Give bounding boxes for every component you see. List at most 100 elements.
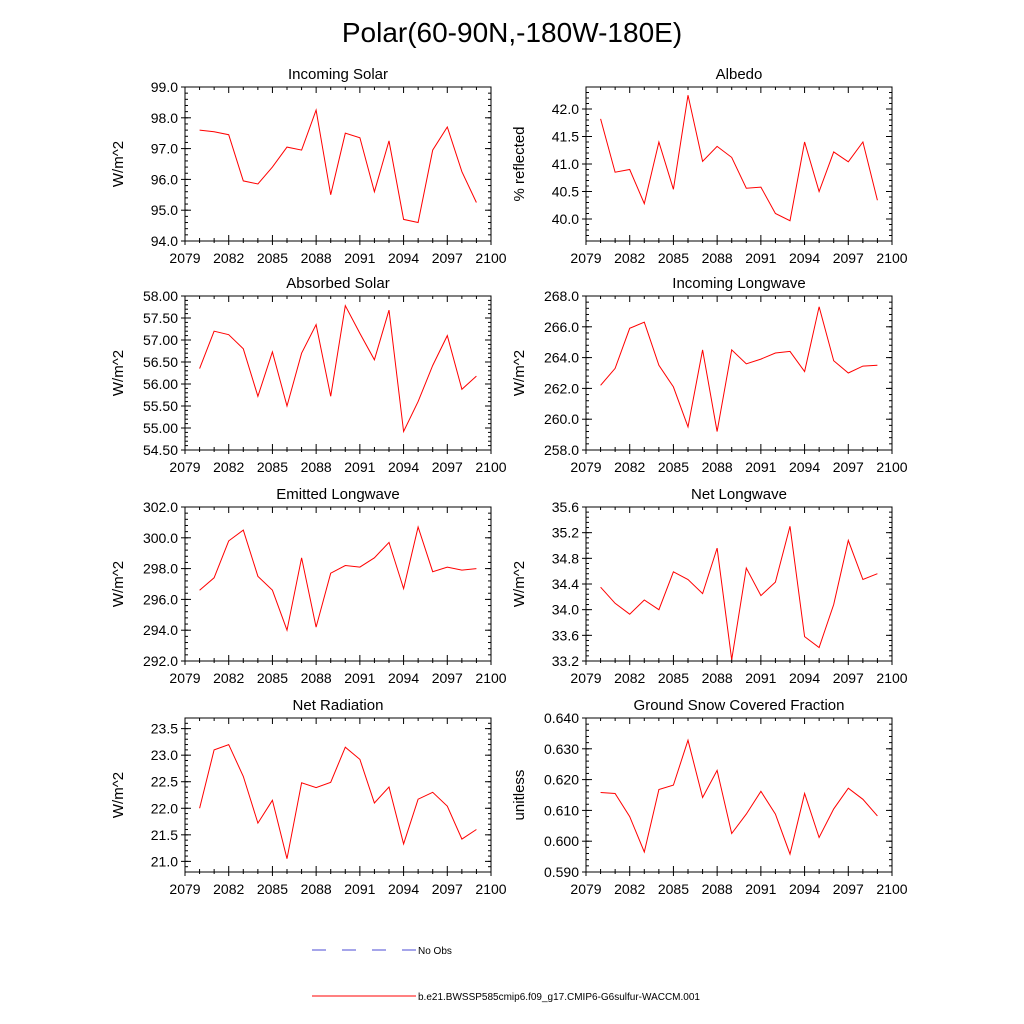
x-tick-label: 2082: [614, 881, 645, 897]
y-tick-label: 21.0: [151, 853, 178, 869]
y-tick-label: 264.0: [544, 350, 579, 366]
series-line: [600, 95, 878, 222]
series-line: [199, 743, 477, 859]
panel-title: Incoming Longwave: [672, 275, 805, 292]
y-tick-label: 41.5: [552, 129, 579, 145]
panel-title: Net Longwave: [691, 486, 787, 503]
y-tick-label: 97.0: [151, 141, 178, 157]
y-tick-label: 33.6: [552, 627, 579, 643]
plot-frame: [585, 717, 893, 873]
x-tick-label: 2088: [301, 881, 332, 897]
panel-title: Absorbed Solar: [286, 275, 389, 292]
y-tick-label: 33.2: [552, 653, 579, 669]
x-tick-label: 2082: [213, 459, 244, 475]
y-axis-label: unitless: [511, 770, 528, 821]
y-tick-label: 40.5: [552, 184, 579, 200]
series-line: [199, 525, 477, 633]
y-tick-label: 260.0: [544, 411, 579, 427]
y-tick-label: 22.5: [151, 774, 178, 790]
x-tick-label: 2088: [702, 250, 733, 266]
y-tick-label: 34.0: [552, 602, 579, 618]
y-tick-label: 0.630: [544, 741, 579, 757]
x-tick-label: 2088: [702, 459, 733, 475]
plot-frame: [585, 506, 893, 662]
y-tick-label: 57.50: [143, 310, 178, 326]
panel-title: Ground Snow Covered Fraction: [634, 697, 845, 714]
x-tick-label: 2085: [257, 670, 288, 686]
x-tick-label: 2088: [301, 670, 332, 686]
x-tick-label: 2082: [213, 250, 244, 266]
y-tick-label: 56.00: [143, 376, 178, 392]
x-tick-label: 2094: [789, 670, 820, 686]
x-tick-label: 2100: [475, 881, 506, 897]
y-tick-label: 57.00: [143, 332, 178, 348]
x-tick-label: 2094: [789, 881, 820, 897]
page-title: Polar(60-90N,-180W-180E): [342, 17, 682, 48]
x-tick-label: 2100: [876, 670, 907, 686]
plot-frame: [585, 295, 893, 451]
x-tick-label: 2085: [658, 670, 689, 686]
x-tick-label: 2079: [169, 459, 200, 475]
panel-incoming-solar: Incoming Solar 2079 2082 2085 2088 2091 2094 20…: [110, 66, 507, 266]
panel-title: Incoming Solar: [288, 66, 388, 83]
y-axis-label: W/m^2: [511, 350, 528, 396]
x-tick-label: 2079: [570, 250, 601, 266]
y-tick-label: 23.0: [151, 747, 178, 763]
x-tick-label: 2091: [344, 459, 375, 475]
y-tick-label: 266.0: [544, 319, 579, 335]
x-tick-label: 2100: [876, 459, 907, 475]
y-tick-label: 21.5: [151, 827, 178, 843]
x-tick-label: 2085: [658, 250, 689, 266]
legend-label: No Obs: [418, 946, 452, 957]
y-tick-label: 0.640: [544, 710, 579, 726]
x-tick-label: 2100: [876, 881, 907, 897]
y-tick-label: 0.610: [544, 802, 579, 818]
x-tick-label: 2097: [833, 881, 864, 897]
y-tick-label: 262.0: [544, 380, 579, 396]
y-axis-label: W/m^2: [110, 772, 127, 818]
y-tick-label: 34.4: [552, 576, 579, 592]
legend-entry: b.e21.BWSSP585cmip6.f09_g17.CMIP6-G6sulf…: [312, 992, 700, 1003]
y-tick-label: 300.0: [143, 530, 178, 546]
x-tick-label: 2091: [745, 881, 776, 897]
x-tick-label: 2085: [658, 459, 689, 475]
x-tick-label: 2085: [658, 881, 689, 897]
x-tick-label: 2097: [432, 881, 463, 897]
series-line: [199, 108, 477, 224]
legend-entry: No Obs: [312, 946, 452, 957]
y-tick-label: 95.0: [151, 202, 178, 218]
y-tick-label: 294.0: [143, 622, 178, 638]
y-tick-label: 258.0: [544, 442, 579, 458]
y-axis-label: W/m^2: [511, 561, 528, 607]
x-tick-label: 2082: [614, 250, 645, 266]
x-tick-label: 2097: [833, 459, 864, 475]
y-tick-label: 99.0: [151, 79, 178, 95]
legend-label: b.e21.BWSSP585cmip6.f09_g17.CMIP6-G6sulf…: [418, 992, 700, 1003]
series-line: [199, 304, 477, 434]
y-tick-label: 296.0: [143, 591, 178, 607]
x-tick-label: 2091: [745, 250, 776, 266]
panel-incoming-longwave: Incoming Longwave 2079 2082 2085 2088 2091 209…: [511, 275, 908, 475]
x-tick-label: 2097: [432, 459, 463, 475]
x-tick-label: 2097: [432, 670, 463, 686]
x-tick-label: 2082: [213, 881, 244, 897]
plot-frame: [184, 295, 492, 451]
y-axis-label: W/m^2: [110, 141, 127, 187]
x-tick-label: 2085: [257, 881, 288, 897]
x-tick-label: 2094: [388, 881, 419, 897]
y-tick-label: 94.0: [151, 233, 178, 249]
panels: Incoming Solar 2079 2082 2085 2088 2091 2094 20…: [110, 66, 908, 897]
legend: No Obs b.e21.BWSSP585cmip6.f09_g17.CMIP6-…: [312, 946, 700, 1003]
y-tick-label: 41.0: [552, 156, 579, 172]
y-tick-label: 55.50: [143, 398, 178, 414]
x-tick-label: 2088: [301, 459, 332, 475]
y-axis-label: W/m^2: [110, 561, 127, 607]
y-tick-label: 54.50: [143, 442, 178, 458]
panel-net-longwave: Net Longwave 2079 2082 2085 2088 2091 2094 2097…: [511, 486, 908, 686]
x-tick-label: 2088: [301, 250, 332, 266]
y-tick-label: 0.590: [544, 864, 579, 880]
panel-emitted-longwave: Emitted Longwave 2079 2082 2085 2088 2091 2094…: [110, 486, 507, 686]
panel-title: Emitted Longwave: [276, 486, 399, 503]
